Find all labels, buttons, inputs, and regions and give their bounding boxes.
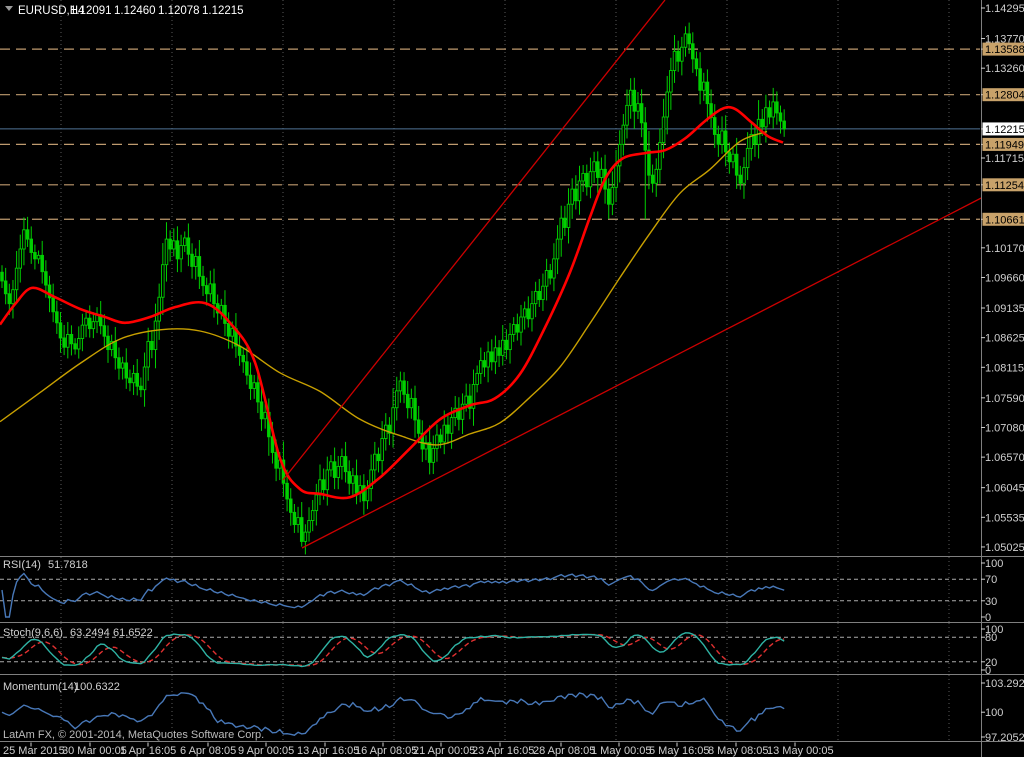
time-axis-label: 21 Apr 00:05 <box>413 745 475 757</box>
time-axis-label: 1 May 00:05 <box>591 745 652 757</box>
price-axis-label: 1.10170 <box>985 243 1024 255</box>
symbol-dropdown-icon[interactable] <box>5 6 13 11</box>
indicator-axis-label: 80 <box>985 632 997 644</box>
time-axis-label: 1 Apr 16:05 <box>120 745 176 757</box>
price-axis-label: 1.06045 <box>985 483 1024 495</box>
time-axis-label: 28 Apr 08:05 <box>533 745 595 757</box>
stoch-value-main: 63.2494 <box>70 627 110 639</box>
indicator-axis-label: 30 <box>985 596 997 608</box>
quote-low: 1.12078 <box>158 5 200 17</box>
time-axis-label: 5 May 16:05 <box>649 745 710 757</box>
indicator-axis-label: 100 <box>985 558 1003 570</box>
indicator-axis-label: 0 <box>985 665 991 677</box>
price-axis-label: 1.14295 <box>985 3 1024 15</box>
indicator-axis-label: 100 <box>985 624 1003 636</box>
quote-high: 1.12460 <box>114 5 156 17</box>
stochastic-panel[interactable] <box>0 632 980 668</box>
time-axis-label: 13 Apr 16:05 <box>297 745 359 757</box>
time-axis-label: 9 Apr 00:05 <box>238 745 294 757</box>
price-axis-label: 1.05025 <box>985 542 1024 554</box>
indicator-axis-label: 97.2052 <box>985 732 1024 744</box>
time-axis-label: 6 Apr 08:05 <box>180 745 236 757</box>
time-axis-label: 23 Apr 16:05 <box>472 745 534 757</box>
price-axis-label: 1.07590 <box>985 393 1024 405</box>
rsi-panel[interactable] <box>0 572 980 618</box>
indicator-axis-label: 100 <box>985 707 1003 719</box>
price-axis-label: 1.13770 <box>985 34 1024 46</box>
momentum-value: 100.6322 <box>74 681 120 693</box>
stoch-label: Stoch(9,6,6) <box>3 627 63 639</box>
indicator-axis-label: 0 <box>985 612 991 624</box>
price-axis-label: 1.05535 <box>985 512 1024 524</box>
momentum-label: Momentum(14) <box>3 681 78 693</box>
price-axis-label: 1.10661 <box>985 214 1024 226</box>
indicator-axis-label: 70 <box>985 574 997 586</box>
time-axis-label: 8 May 08:05 <box>708 745 769 757</box>
time-axis-label: 13 May 00:05 <box>767 745 834 757</box>
stoch-value-signal: 61.6522 <box>113 627 153 639</box>
price-axis-label: 1.13260 <box>985 63 1024 75</box>
price-axis-label: 1.06570 <box>985 452 1024 464</box>
grid-layer <box>60 0 950 741</box>
quote-open: 1.12091 <box>70 5 112 17</box>
price-axis-label: 1.11715 <box>985 153 1024 165</box>
time-axis-label: 25 Mar 2015 <box>3 745 65 757</box>
momentum-panel[interactable] <box>1 692 785 736</box>
price-axis-label: 1.12215 <box>985 124 1024 136</box>
price-axis-label: 1.12804 <box>985 90 1024 102</box>
price-axis-label: 1.13588 <box>985 44 1024 56</box>
chart-title-symbol: EURUSD,H4 <box>18 5 85 17</box>
price-axis-label: 1.07080 <box>985 422 1024 434</box>
price-axis-label: 1.09660 <box>985 272 1024 284</box>
copyright-text: LatAm FX, © 2001-2014, MetaQuotes Softwa… <box>3 729 264 741</box>
indicator-axis-label: 20 <box>985 657 997 669</box>
price-axis-label: 1.08115 <box>985 362 1024 374</box>
time-axis-label: 16 Apr 08:05 <box>355 745 417 757</box>
rsi-label: RSI(14) <box>3 559 41 571</box>
price-axis-label: 1.09135 <box>985 303 1024 315</box>
rsi-value: 51.7818 <box>48 559 88 571</box>
price-axis-label: 1.11949 <box>985 139 1024 151</box>
indicator-axis-label: 103.2922 <box>985 678 1024 690</box>
price-axis-label: 1.11254 <box>985 180 1024 192</box>
text-overlays: EURUSD,H4 1.12091 1.12460 1.12078 1.1221… <box>3 5 264 741</box>
time-axis-label: 30 Mar 00:05 <box>62 745 127 757</box>
main-chart-area[interactable] <box>0 0 1024 555</box>
quote-close: 1.12215 <box>202 5 244 17</box>
price-axis-label: 1.08625 <box>985 333 1024 345</box>
